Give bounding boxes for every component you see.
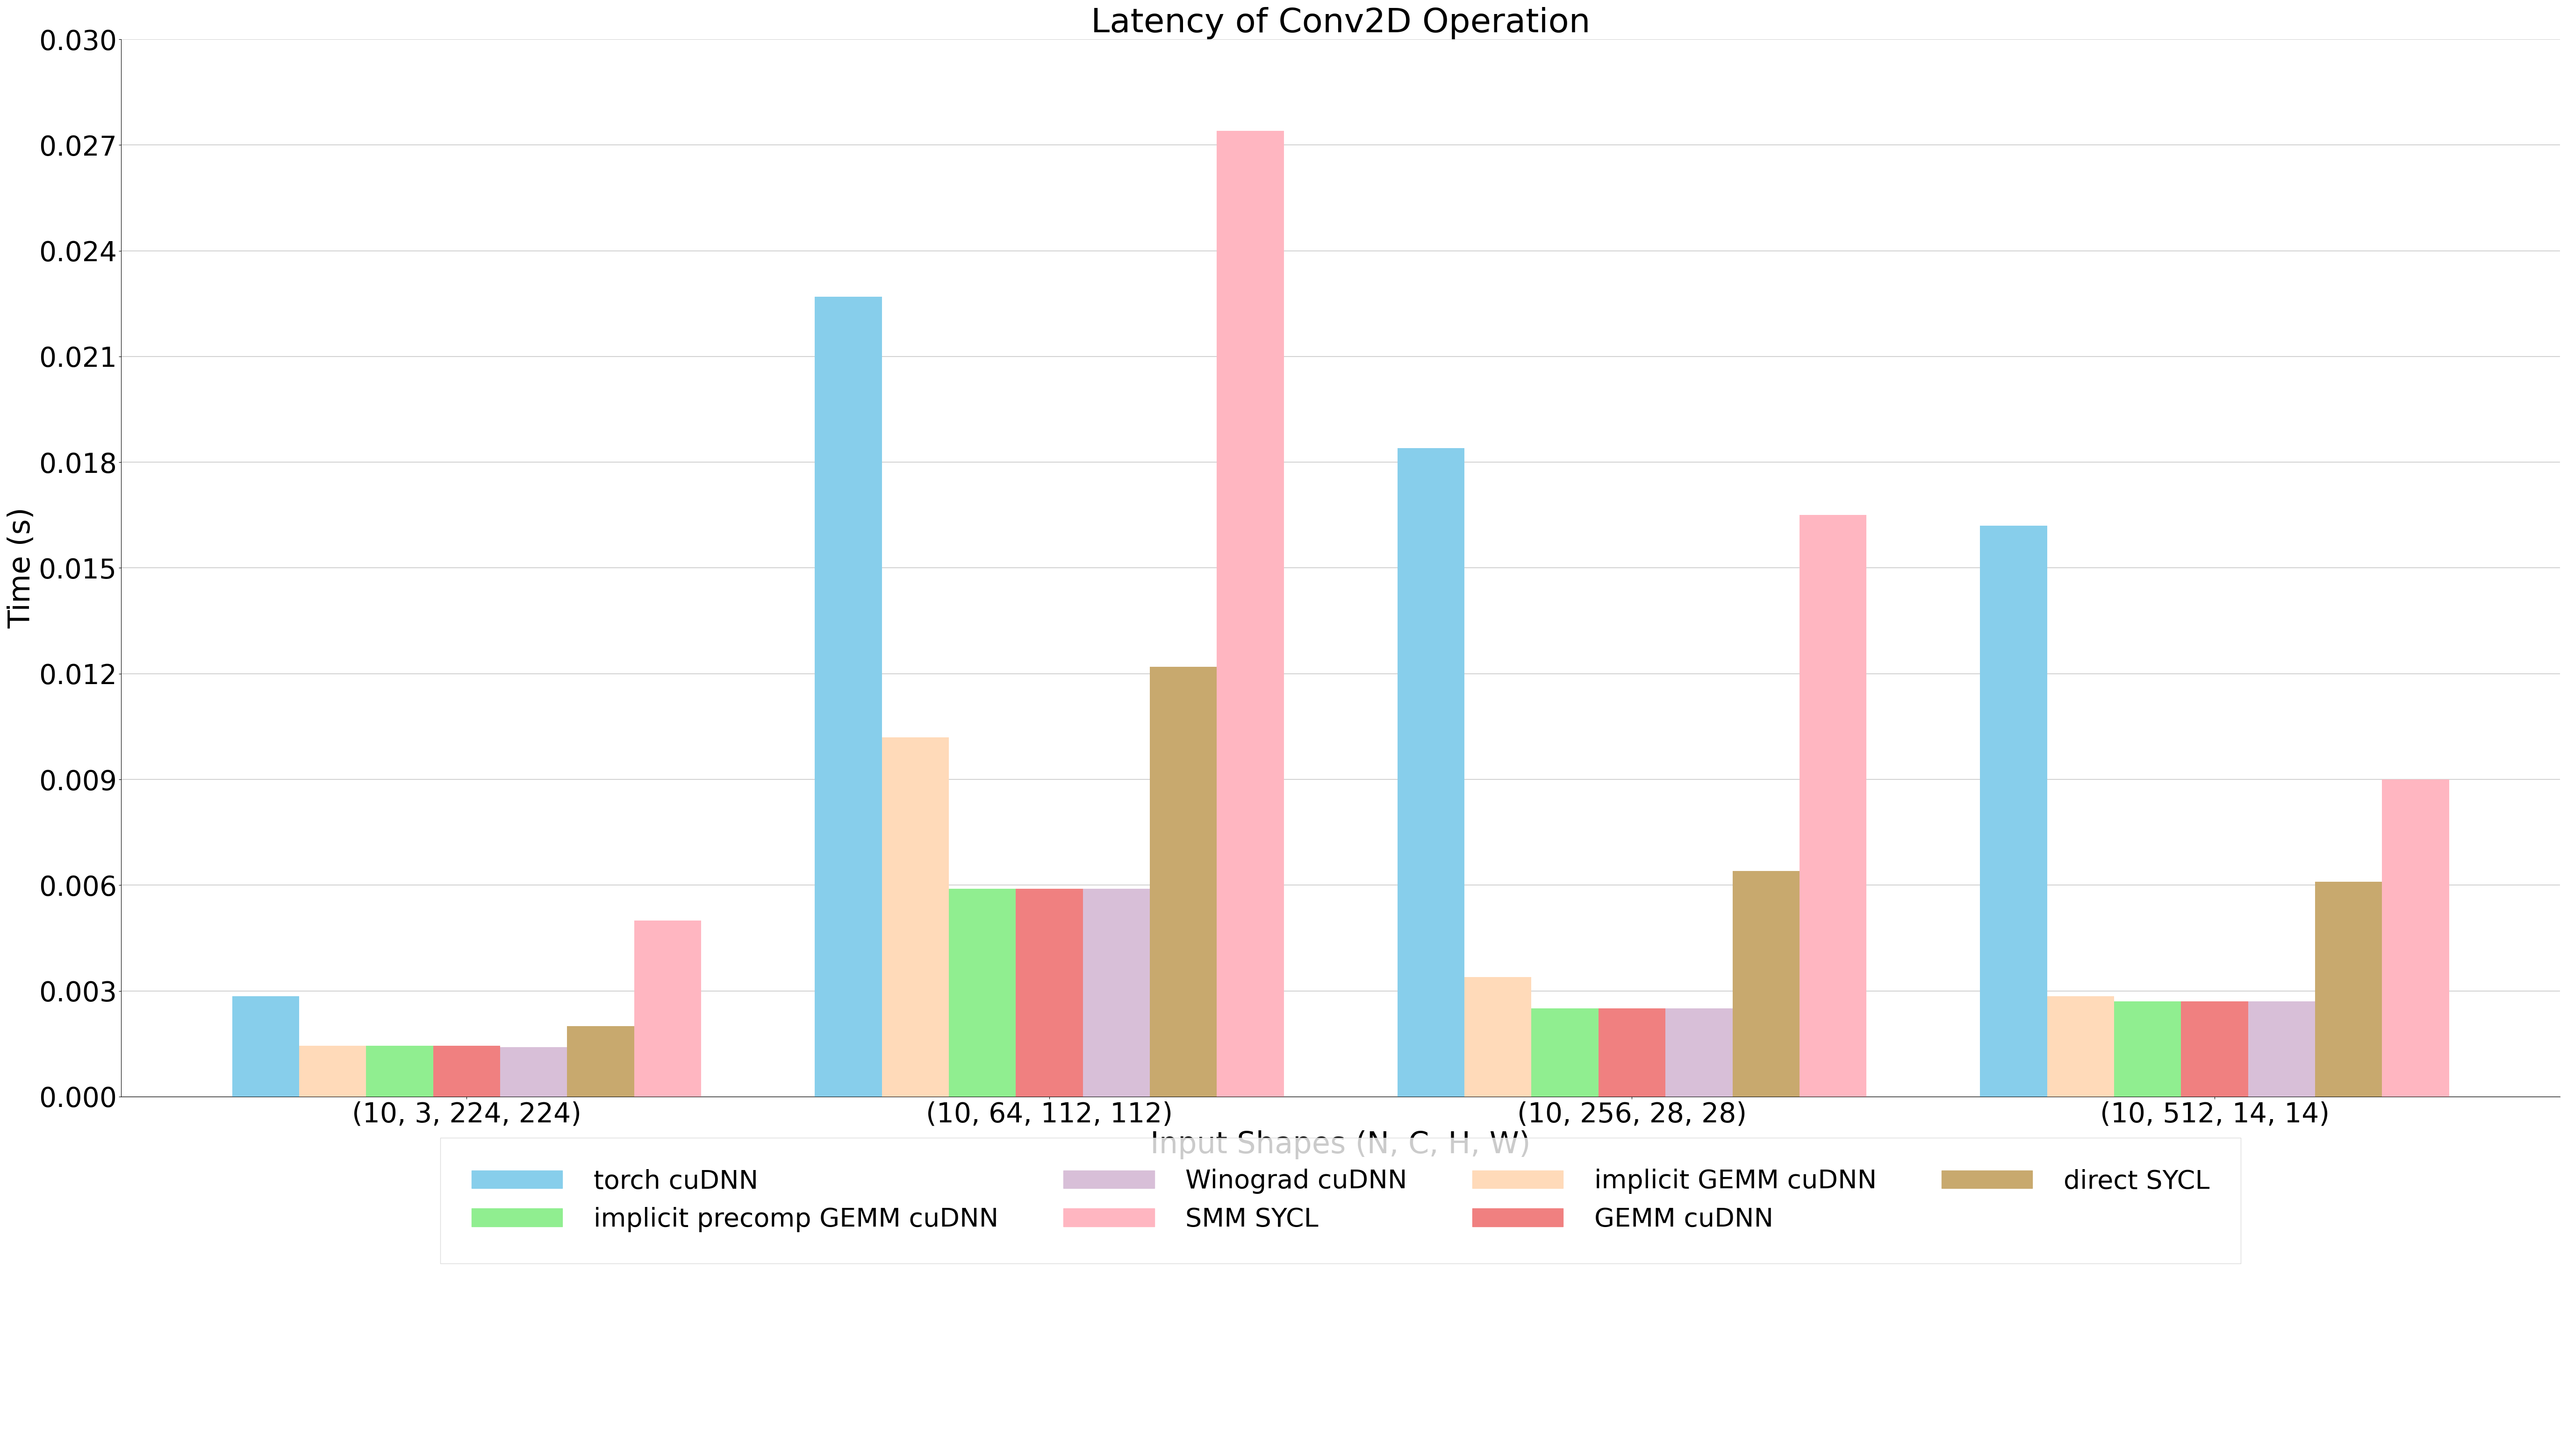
Bar bbox=[501, 1047, 567, 1096]
Bar bbox=[634, 920, 701, 1096]
Bar bbox=[1799, 515, 1866, 1096]
Y-axis label: Time (s): Time (s) bbox=[8, 507, 36, 629]
Bar bbox=[2182, 1002, 2249, 1096]
Bar bbox=[883, 737, 950, 1096]
Bar bbox=[950, 888, 1017, 1096]
X-axis label: Input Shapes (N, C, H, W): Input Shapes (N, C, H, W) bbox=[1150, 1130, 1530, 1159]
Bar bbox=[1733, 871, 1799, 1096]
Bar bbox=[814, 297, 883, 1096]
Bar bbox=[1150, 667, 1217, 1096]
Bar bbox=[1599, 1009, 1666, 1096]
Bar bbox=[1217, 131, 1284, 1096]
Bar bbox=[367, 1045, 434, 1096]
Bar bbox=[2382, 779, 2449, 1096]
Title: Latency of Conv2D Operation: Latency of Conv2D Operation bbox=[1091, 7, 1592, 39]
Bar bbox=[1396, 448, 1463, 1096]
Legend: torch cuDNN, implicit precomp GEMM cuDNN, Winograd cuDNN, SMM SYCL, implicit GEM: torch cuDNN, implicit precomp GEMM cuDNN… bbox=[442, 1137, 2241, 1264]
Bar bbox=[2046, 996, 2115, 1096]
Bar bbox=[300, 1045, 367, 1096]
Bar bbox=[1017, 888, 1083, 1096]
Bar bbox=[2115, 1002, 2182, 1096]
Bar bbox=[1666, 1009, 1733, 1096]
Bar bbox=[2249, 1002, 2315, 1096]
Bar bbox=[2315, 882, 2382, 1096]
Bar bbox=[567, 1026, 634, 1096]
Bar bbox=[1083, 888, 1150, 1096]
Bar bbox=[434, 1045, 501, 1096]
Bar bbox=[1463, 977, 1532, 1096]
Bar bbox=[1979, 526, 2046, 1096]
Bar bbox=[231, 996, 300, 1096]
Bar bbox=[1532, 1009, 1599, 1096]
